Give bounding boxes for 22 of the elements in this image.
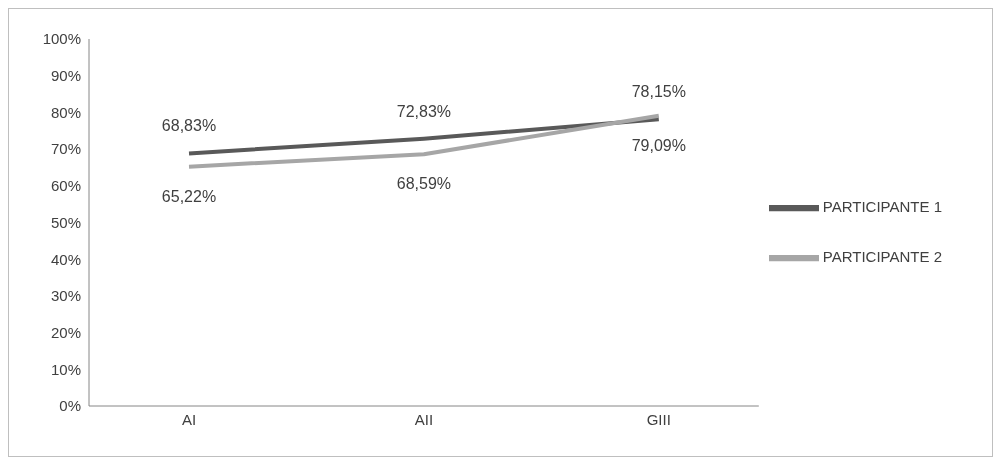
y-tick-label: 50%: [50, 213, 81, 231]
x-tick-label: AII: [414, 410, 434, 428]
x-tick-label: GIII: [646, 410, 671, 428]
y-tick-label: 0%: [59, 397, 81, 415]
y-tick-label: 40%: [50, 250, 81, 268]
y-tick-label: 70%: [50, 140, 81, 158]
y-tick-label: 30%: [50, 287, 81, 305]
legend-label: PARTICIPANTE 2: [822, 247, 942, 265]
data-label: 72,83%: [396, 102, 452, 120]
y-tick-label: 20%: [50, 323, 81, 341]
data-label: 79,09%: [631, 136, 686, 154]
y-tick-label: 90%: [50, 67, 81, 85]
data-label: 78,15%: [631, 83, 686, 101]
y-tick-label: 60%: [50, 177, 81, 195]
y-tick-label: 10%: [50, 360, 81, 378]
data-label: 68,59%: [396, 175, 452, 193]
y-tick-label: 100%: [42, 30, 81, 48]
data-label: 68,83%: [161, 117, 217, 135]
legend-label: PARTICIPANTE 1: [822, 197, 942, 215]
y-tick-label: 80%: [50, 103, 81, 121]
data-label: 65,22%: [161, 187, 217, 205]
x-tick-label: AI: [181, 410, 197, 428]
